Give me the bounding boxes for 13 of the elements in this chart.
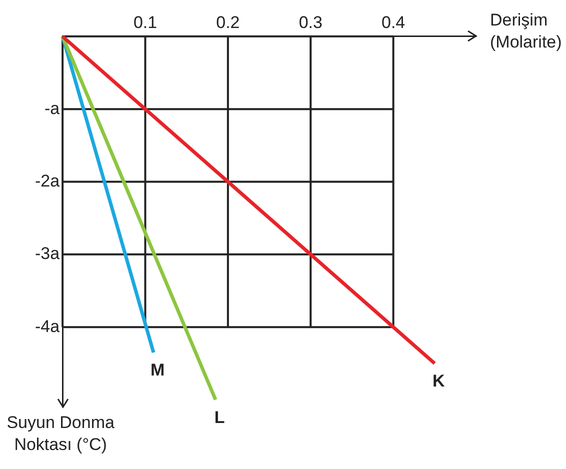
series-label: L <box>214 408 225 427</box>
y-tick-label: -a <box>44 98 60 118</box>
x-tick-label: 0.3 <box>298 12 322 32</box>
x-axis-title: Derişim (Molarite) <box>490 10 562 52</box>
x-tick-label: 0.4 <box>381 12 406 32</box>
series-label: M <box>150 360 165 380</box>
y-axis-title: Suyun Donma Noktası (°C) <box>6 413 115 454</box>
series-label: K <box>432 372 446 391</box>
y-tick-label: -2a <box>34 171 60 190</box>
y-tick-label: -4a <box>34 316 60 336</box>
y-tick-label: -3a <box>34 244 60 264</box>
x-tick-label: 0.2 <box>216 12 240 32</box>
x-tick-label: 0.1 <box>133 12 158 32</box>
